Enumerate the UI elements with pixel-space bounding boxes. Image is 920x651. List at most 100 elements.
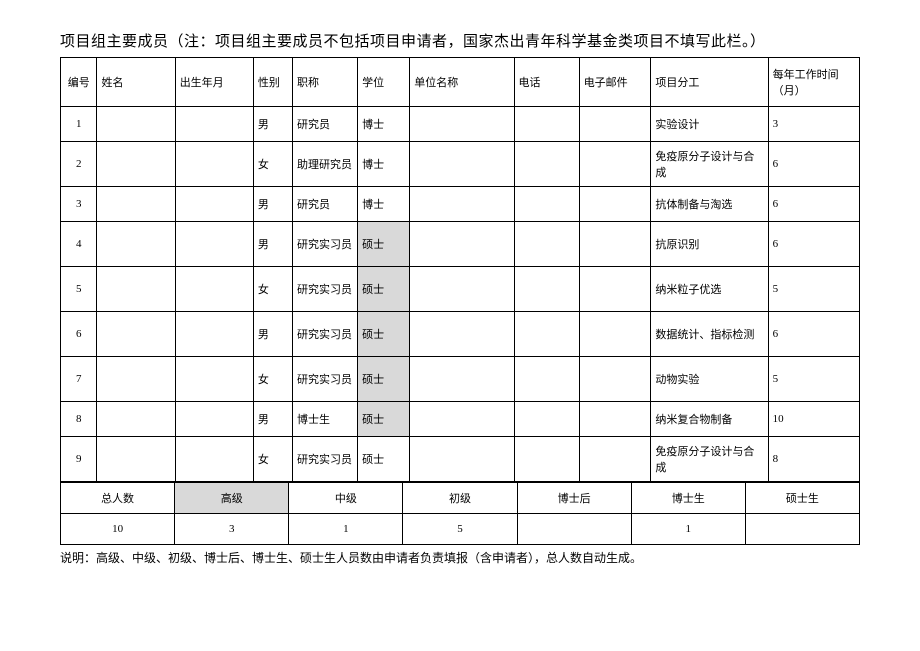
sl-postdoc: 博士后 bbox=[517, 483, 631, 514]
cell-email bbox=[579, 222, 651, 267]
cell-phone bbox=[514, 142, 579, 187]
cell-name bbox=[97, 187, 175, 222]
sv-phd: 1 bbox=[631, 514, 745, 545]
page-title: 项目组主要成员（注：项目组主要成员不包括项目申请者，国家杰出青年科学基金类项目不… bbox=[60, 30, 860, 51]
cell-jobtitle: 研究员 bbox=[292, 187, 357, 222]
cell-email bbox=[579, 402, 651, 437]
cell-birth bbox=[175, 267, 253, 312]
cell-birth bbox=[175, 187, 253, 222]
cell-gender: 女 bbox=[253, 142, 292, 187]
cell-num: 8 bbox=[61, 402, 97, 437]
cell-months: 8 bbox=[768, 437, 859, 482]
h-months: 每年工作时间（月） bbox=[768, 58, 859, 107]
cell-degree: 硕士 bbox=[358, 437, 410, 482]
cell-degree: 硕士 bbox=[358, 222, 410, 267]
cell-birth bbox=[175, 222, 253, 267]
cell-email bbox=[579, 267, 651, 312]
cell-phone bbox=[514, 437, 579, 482]
cell-task: 纳米复合物制备 bbox=[651, 402, 768, 437]
cell-name bbox=[97, 357, 175, 402]
sl-phd: 博士生 bbox=[631, 483, 745, 514]
cell-months: 6 bbox=[768, 312, 859, 357]
sv-master bbox=[745, 514, 859, 545]
cell-name bbox=[97, 312, 175, 357]
members-table: 编号 姓名 出生年月 性别 职称 学位 单位名称 电话 电子邮件 项目分工 每年… bbox=[60, 57, 860, 482]
table-row: 2女助理研究员博士免疫原分子设计与合成6 bbox=[61, 142, 860, 187]
cell-gender: 男 bbox=[253, 312, 292, 357]
cell-gender: 女 bbox=[253, 437, 292, 482]
cell-months: 5 bbox=[768, 357, 859, 402]
cell-months: 5 bbox=[768, 267, 859, 312]
h-num: 编号 bbox=[61, 58, 97, 107]
h-degree: 学位 bbox=[358, 58, 410, 107]
cell-unit bbox=[410, 107, 514, 142]
cell-birth bbox=[175, 357, 253, 402]
cell-unit bbox=[410, 357, 514, 402]
h-jobtitle: 职称 bbox=[292, 58, 357, 107]
header-row: 编号 姓名 出生年月 性别 职称 学位 单位名称 电话 电子邮件 项目分工 每年… bbox=[61, 58, 860, 107]
cell-num: 7 bbox=[61, 357, 97, 402]
cell-task: 免疫原分子设计与合成 bbox=[651, 142, 768, 187]
cell-email bbox=[579, 187, 651, 222]
cell-months: 6 bbox=[768, 222, 859, 267]
h-task: 项目分工 bbox=[651, 58, 768, 107]
cell-num: 4 bbox=[61, 222, 97, 267]
cell-jobtitle: 助理研究员 bbox=[292, 142, 357, 187]
summary-label-row: 总人数 高级 中级 初级 博士后 博士生 硕士生 bbox=[61, 483, 860, 514]
cell-gender: 男 bbox=[253, 222, 292, 267]
cell-num: 3 bbox=[61, 187, 97, 222]
sl-junior: 初级 bbox=[403, 483, 517, 514]
footnote: 说明：高级、中级、初级、博士后、博士生、硕士生人员数由申请者负责填报（含申请者）… bbox=[60, 549, 860, 566]
cell-email bbox=[579, 357, 651, 402]
cell-birth bbox=[175, 312, 253, 357]
table-row: 5女研究实习员硕士纳米粒子优选5 bbox=[61, 267, 860, 312]
sv-postdoc bbox=[517, 514, 631, 545]
cell-email bbox=[579, 312, 651, 357]
cell-birth bbox=[175, 142, 253, 187]
h-name: 姓名 bbox=[97, 58, 175, 107]
h-gender: 性别 bbox=[253, 58, 292, 107]
table-row: 7女研究实习员硕士动物实验5 bbox=[61, 357, 860, 402]
cell-degree: 硕士 bbox=[358, 402, 410, 437]
cell-name bbox=[97, 267, 175, 312]
cell-jobtitle: 研究实习员 bbox=[292, 312, 357, 357]
summary-value-row: 10 3 1 5 1 bbox=[61, 514, 860, 545]
cell-num: 1 bbox=[61, 107, 97, 142]
sv-mid: 1 bbox=[289, 514, 403, 545]
cell-degree: 博士 bbox=[358, 142, 410, 187]
cell-phone bbox=[514, 267, 579, 312]
cell-birth bbox=[175, 402, 253, 437]
cell-degree: 博士 bbox=[358, 187, 410, 222]
cell-num: 9 bbox=[61, 437, 97, 482]
cell-task: 实验设计 bbox=[651, 107, 768, 142]
table-row: 6男研究实习员硕士数据统计、指标检测6 bbox=[61, 312, 860, 357]
cell-jobtitle: 研究实习员 bbox=[292, 357, 357, 402]
cell-email bbox=[579, 142, 651, 187]
cell-task: 数据统计、指标检测 bbox=[651, 312, 768, 357]
table-row: 8男博士生硕士纳米复合物制备10 bbox=[61, 402, 860, 437]
cell-task: 免疫原分子设计与合成 bbox=[651, 437, 768, 482]
cell-unit bbox=[410, 402, 514, 437]
table-row: 9女研究实习员硕士免疫原分子设计与合成8 bbox=[61, 437, 860, 482]
h-phone: 电话 bbox=[514, 58, 579, 107]
cell-email bbox=[579, 437, 651, 482]
cell-unit bbox=[410, 267, 514, 312]
sl-senior: 高级 bbox=[175, 483, 289, 514]
cell-unit bbox=[410, 142, 514, 187]
cell-phone bbox=[514, 402, 579, 437]
cell-gender: 男 bbox=[253, 107, 292, 142]
cell-jobtitle: 博士生 bbox=[292, 402, 357, 437]
cell-task: 纳米粒子优选 bbox=[651, 267, 768, 312]
cell-gender: 男 bbox=[253, 402, 292, 437]
h-unit: 单位名称 bbox=[410, 58, 514, 107]
cell-unit bbox=[410, 222, 514, 267]
cell-degree: 硕士 bbox=[358, 357, 410, 402]
cell-months: 6 bbox=[768, 142, 859, 187]
cell-birth bbox=[175, 107, 253, 142]
sv-total: 10 bbox=[61, 514, 175, 545]
cell-jobtitle: 研究实习员 bbox=[292, 222, 357, 267]
table-row: 4男研究实习员硕士抗原识别6 bbox=[61, 222, 860, 267]
cell-phone bbox=[514, 312, 579, 357]
cell-phone bbox=[514, 222, 579, 267]
h-birth: 出生年月 bbox=[175, 58, 253, 107]
